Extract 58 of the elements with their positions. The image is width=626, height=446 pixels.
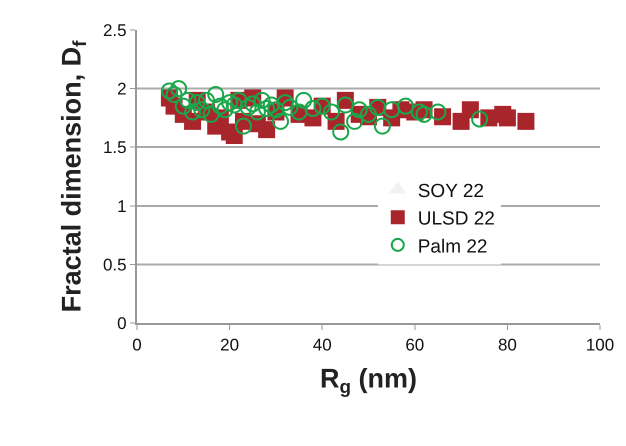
x-tick-label: 0 [132,335,142,354]
point [304,100,322,118]
point [336,96,354,114]
point [226,96,243,114]
y-tick-label: 2 [117,80,127,99]
point [254,92,271,109]
legend-label: SOY 22 [418,180,484,202]
point [207,86,224,103]
point [346,112,364,130]
point [410,104,428,121]
point [262,96,280,114]
legend-label: ULSD 22 [418,208,495,230]
point [471,110,488,128]
point [462,101,479,118]
point [202,106,220,123]
point [248,104,266,121]
point [272,112,290,130]
point [383,101,400,118]
point [184,104,202,121]
point [258,100,276,118]
point [166,86,183,103]
y-tick-label: 2.5 [102,20,127,40]
y-tick-label: 1 [117,196,127,216]
point [322,104,340,121]
point [160,82,178,100]
point [397,98,414,115]
y-tick-label: 0 [117,314,127,333]
x-axis-title: R$_{g}$ (nm) [320,363,418,398]
x-tick-label: 20 [220,335,240,354]
point [350,101,368,118]
x-tick-label: 60 [405,335,424,354]
point [170,80,188,98]
point [498,109,516,126]
point [234,118,252,135]
x-tick-label: 40 [312,335,332,354]
point [198,92,215,109]
y-tick-label: 1.5 [102,138,127,158]
point [193,101,210,118]
point [221,94,238,112]
point [374,118,391,135]
point [216,101,234,118]
point [276,94,294,112]
point [332,123,350,140]
point [179,92,196,109]
legend-label: Palm 22 [418,236,488,258]
point [212,98,229,115]
x-tick-label: 100 [586,335,614,354]
y-tick-label: 0.5 [102,255,127,274]
point [244,95,262,112]
point [295,92,312,109]
point [281,98,298,116]
point [429,104,446,121]
x-tick-label: 80 [498,335,517,354]
point [517,112,534,130]
point [240,98,257,116]
point [174,98,192,115]
point [416,106,433,123]
point [258,121,276,138]
